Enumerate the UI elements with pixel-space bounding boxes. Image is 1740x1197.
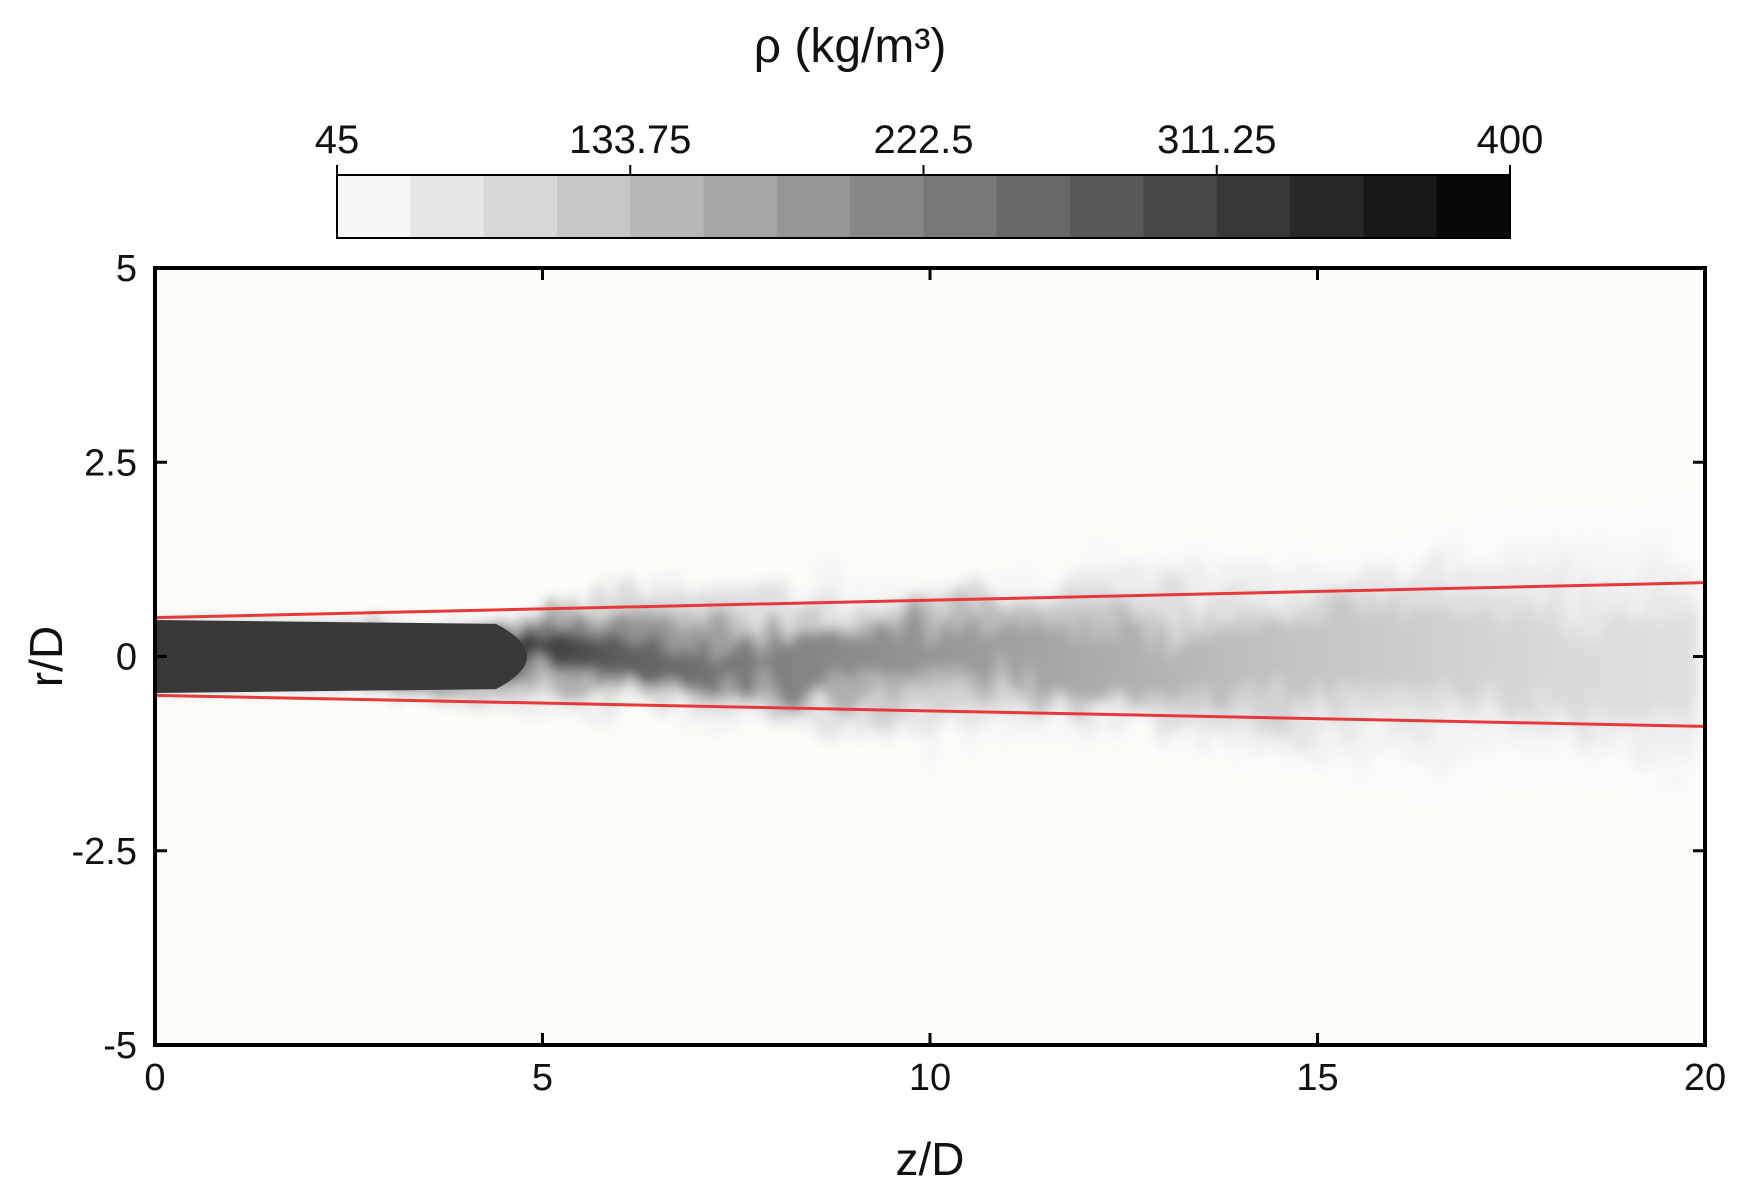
colorbar-ticks: 45 133.75 222.5 311.25 400 (315, 118, 1544, 175)
spread-lines (155, 581, 1705, 728)
colorbar-level (996, 175, 1071, 238)
colorbar-level (776, 175, 851, 238)
colorbar-level (1070, 175, 1144, 238)
x-tick-label: 0 (144, 1057, 165, 1099)
x-tick-label: 5 (532, 1057, 553, 1099)
colorbar-level (703, 175, 778, 238)
y-tick-label: 5 (116, 248, 137, 290)
colorbar-level (923, 175, 998, 238)
x-tick-label: 20 (1684, 1057, 1726, 1099)
colorbar-level (483, 175, 558, 238)
y-tick-label: 2.5 (84, 442, 137, 484)
colorbar-level (1436, 175, 1511, 238)
x-axis: 0 5 10 15 20 (144, 268, 1726, 1099)
x-axis-label: z/D (896, 1133, 965, 1185)
colorbar (336, 174, 1511, 239)
y-axis-label: r/D (20, 626, 72, 687)
colorbar-level (1216, 175, 1291, 238)
colorbar-level (850, 175, 924, 238)
colorbar-level (556, 175, 631, 238)
colorbar-tick-label: 222.5 (873, 118, 973, 162)
colorbar-level (337, 175, 411, 238)
colorbar-tick-label: 133.75 (569, 118, 691, 162)
x-tick-label: 10 (909, 1057, 951, 1099)
colorbar-level (1143, 175, 1218, 238)
y-tick-label: -5 (103, 1025, 137, 1067)
y-tick-label: -2.5 (72, 831, 137, 873)
y-axis: -5 -2.5 0 2.5 5 (72, 248, 1705, 1067)
colorbar-level (630, 175, 705, 238)
spread-line (155, 581, 1705, 620)
density-contour-layer (155, 590, 1699, 727)
colorbar-tick-label: 45 (315, 118, 360, 162)
colorbar-level (1363, 175, 1438, 238)
colorbar-level (1290, 175, 1364, 238)
potential-core (155, 619, 527, 694)
colorbar-tick-label: 400 (1477, 118, 1544, 162)
colorbar-frame (336, 174, 1511, 239)
density-field (155, 482, 1699, 820)
colorbar-tick-label: 311.25 (1157, 118, 1276, 162)
colorbar-title: ρ (kg/m³) (754, 20, 947, 73)
y-tick-label: 0 (116, 637, 137, 679)
spread-line (155, 693, 1705, 728)
colorbar-level (410, 175, 485, 238)
x-tick-label: 15 (1296, 1057, 1338, 1099)
